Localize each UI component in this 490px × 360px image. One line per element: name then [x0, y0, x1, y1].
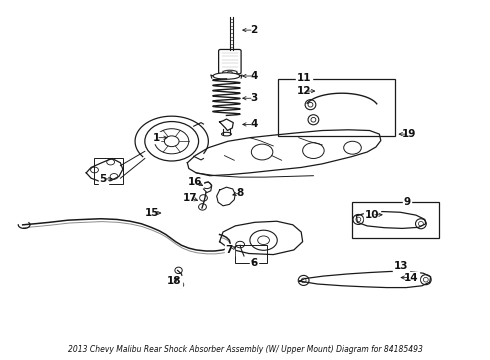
Ellipse shape: [149, 211, 155, 215]
Ellipse shape: [416, 219, 426, 229]
Text: 8: 8: [237, 188, 244, 198]
Bar: [278, 79, 394, 136]
Ellipse shape: [222, 70, 237, 75]
Bar: [235, 244, 267, 263]
Text: 5: 5: [99, 174, 107, 184]
Text: 16: 16: [188, 177, 202, 187]
Bar: [351, 202, 440, 238]
Ellipse shape: [221, 132, 231, 136]
Text: 10: 10: [365, 210, 379, 220]
Text: 2: 2: [250, 25, 257, 35]
Ellipse shape: [308, 102, 313, 107]
Circle shape: [145, 122, 198, 161]
FancyBboxPatch shape: [219, 49, 241, 74]
Text: 9: 9: [404, 197, 411, 207]
Text: 6: 6: [250, 258, 257, 268]
Text: 14: 14: [404, 273, 418, 283]
Circle shape: [250, 230, 277, 250]
Ellipse shape: [146, 208, 159, 218]
Circle shape: [258, 236, 270, 244]
Text: 11: 11: [296, 73, 311, 83]
Ellipse shape: [353, 215, 364, 225]
Text: 7: 7: [226, 245, 233, 255]
Circle shape: [164, 136, 179, 147]
Text: 4: 4: [250, 71, 257, 81]
Ellipse shape: [305, 100, 316, 110]
Ellipse shape: [202, 182, 211, 189]
Ellipse shape: [236, 241, 245, 248]
Ellipse shape: [418, 221, 423, 226]
Circle shape: [343, 141, 361, 154]
Ellipse shape: [213, 73, 240, 79]
Text: 4: 4: [250, 120, 257, 129]
Ellipse shape: [420, 275, 431, 285]
Ellipse shape: [298, 275, 309, 285]
Text: 19: 19: [401, 129, 416, 139]
Bar: [94, 158, 123, 184]
Text: 13: 13: [394, 261, 409, 271]
Ellipse shape: [311, 117, 316, 122]
Text: 17: 17: [183, 193, 197, 203]
Text: 1: 1: [152, 133, 160, 143]
Circle shape: [107, 159, 115, 165]
Ellipse shape: [227, 71, 232, 73]
Ellipse shape: [177, 282, 184, 288]
Text: 15: 15: [145, 208, 159, 218]
Circle shape: [110, 174, 118, 179]
Text: 2013 Chevy Malibu Rear Shock Absorber Assembly (W/ Upper Mount) Diagram for 8418: 2013 Chevy Malibu Rear Shock Absorber As…: [68, 345, 422, 354]
Circle shape: [251, 144, 273, 160]
Text: 3: 3: [250, 93, 257, 103]
Ellipse shape: [175, 267, 182, 274]
Ellipse shape: [198, 204, 206, 210]
Ellipse shape: [356, 217, 361, 222]
Text: 18: 18: [167, 276, 181, 286]
Ellipse shape: [308, 115, 319, 125]
Ellipse shape: [199, 195, 207, 201]
Circle shape: [155, 129, 189, 154]
Circle shape: [303, 143, 324, 158]
Ellipse shape: [301, 278, 306, 283]
Text: 12: 12: [296, 86, 311, 96]
Circle shape: [91, 167, 98, 173]
Ellipse shape: [423, 277, 428, 282]
